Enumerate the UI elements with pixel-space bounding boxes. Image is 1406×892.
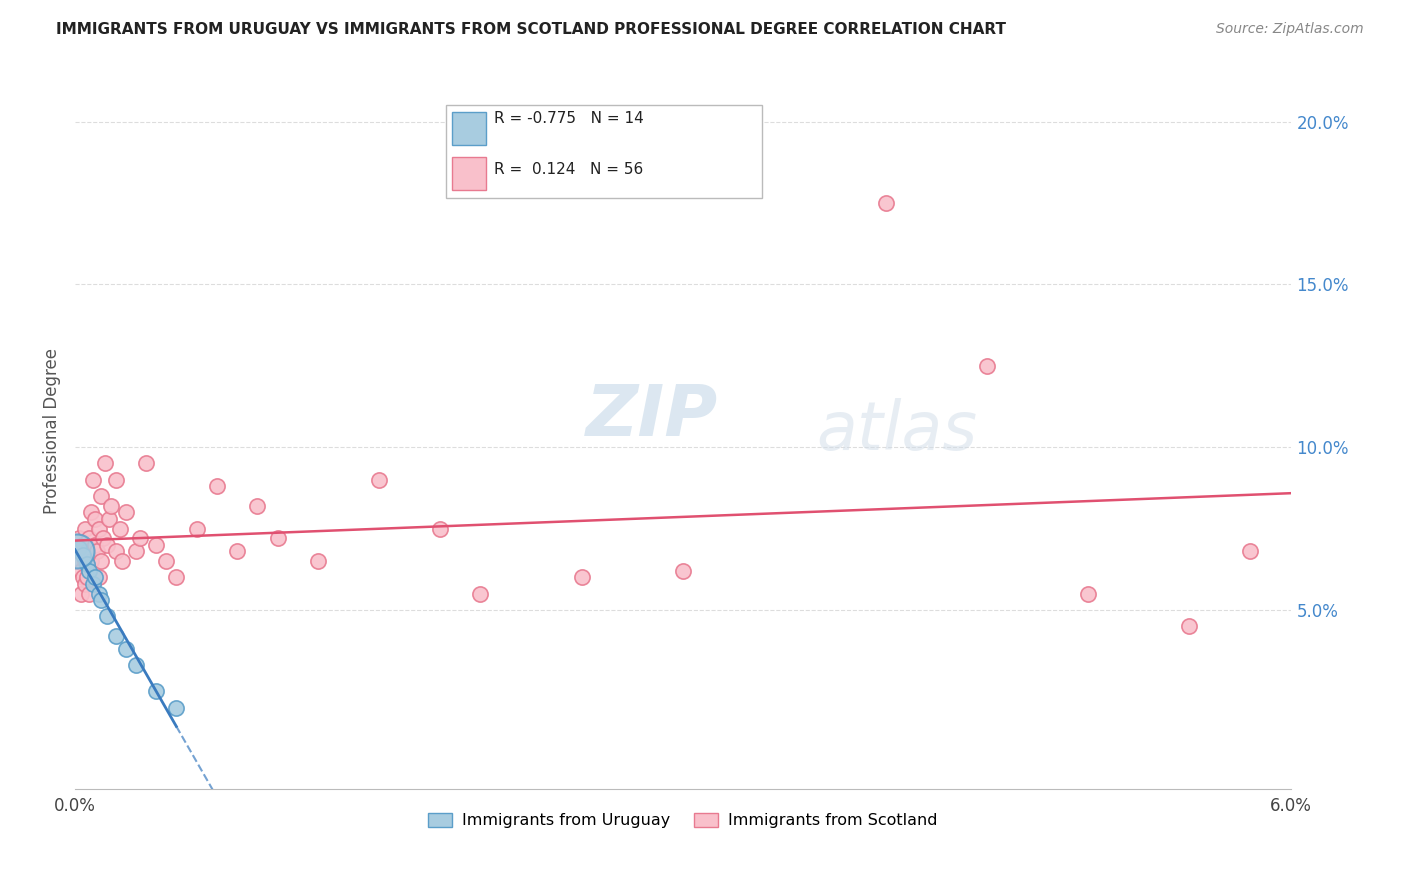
Legend: Immigrants from Uruguay, Immigrants from Scotland: Immigrants from Uruguay, Immigrants from… [422, 806, 943, 835]
Point [72, 538, 94, 552]
Point [77, 531, 100, 545]
Point [165, 700, 187, 714]
Point [307, 554, 329, 568]
Point [75, 577, 97, 591]
Point [672, 564, 695, 578]
Point [75, 522, 97, 536]
Y-axis label: Professional Degree: Professional Degree [44, 348, 60, 514]
Point [104, 629, 127, 643]
Text: atlas: atlas [817, 398, 977, 464]
Point [114, 642, 136, 657]
Text: R = -0.775   N = 14: R = -0.775 N = 14 [495, 111, 644, 126]
Point [145, 538, 167, 552]
Point [108, 522, 131, 536]
Point [82, 473, 104, 487]
Point [70, 587, 93, 601]
Point [110, 554, 132, 568]
FancyBboxPatch shape [446, 105, 762, 198]
Point [76, 570, 98, 584]
Point [205, 479, 228, 493]
Point [1077, 587, 1099, 601]
Point [125, 544, 148, 558]
Point [429, 522, 451, 536]
Point [72, 548, 94, 562]
Point [84, 570, 107, 584]
Point [1239, 544, 1261, 558]
Point [89, 522, 111, 536]
Point [165, 570, 187, 584]
Point [77, 587, 100, 601]
Point [100, 499, 122, 513]
Text: ZIP: ZIP [586, 382, 718, 451]
Point [571, 570, 593, 584]
Point [368, 473, 391, 487]
Point [135, 457, 157, 471]
Point [96, 538, 118, 552]
Point [70, 564, 93, 578]
Point [90, 489, 112, 503]
Point [89, 570, 111, 584]
Point [86, 544, 108, 558]
Point [104, 473, 127, 487]
Point [72, 570, 94, 584]
Bar [451, 158, 486, 190]
Text: R =  0.124   N = 56: R = 0.124 N = 56 [495, 162, 644, 178]
Point [114, 505, 136, 519]
Point [82, 577, 104, 591]
Point [976, 359, 998, 373]
Point [80, 505, 103, 519]
Point [186, 522, 208, 536]
Bar [451, 112, 486, 145]
Point [67, 544, 90, 558]
Point [96, 609, 118, 624]
Point [246, 499, 269, 513]
Point [76, 544, 98, 558]
Point [128, 531, 150, 545]
Point [76, 558, 98, 572]
Point [93, 531, 115, 545]
Point [98, 512, 121, 526]
Point [66, 544, 89, 558]
Text: Source: ZipAtlas.com: Source: ZipAtlas.com [1216, 22, 1364, 37]
Point [84, 512, 107, 526]
Point [66, 554, 89, 568]
Point [125, 658, 148, 673]
Point [145, 684, 167, 698]
Point [104, 544, 127, 558]
Point [226, 544, 249, 558]
Point [84, 538, 107, 552]
Point [77, 564, 100, 578]
Point [1178, 619, 1201, 633]
Point [75, 554, 97, 568]
Point [90, 593, 112, 607]
Point [90, 554, 112, 568]
Point [155, 554, 177, 568]
Point [94, 457, 117, 471]
Point [89, 587, 111, 601]
Point [67, 541, 90, 555]
Point [67, 531, 90, 545]
Point [266, 531, 288, 545]
Point [80, 554, 103, 568]
Point [470, 587, 492, 601]
Point [875, 196, 897, 211]
Text: IMMIGRANTS FROM URUGUAY VS IMMIGRANTS FROM SCOTLAND PROFESSIONAL DEGREE CORRELAT: IMMIGRANTS FROM URUGUAY VS IMMIGRANTS FR… [56, 22, 1007, 37]
